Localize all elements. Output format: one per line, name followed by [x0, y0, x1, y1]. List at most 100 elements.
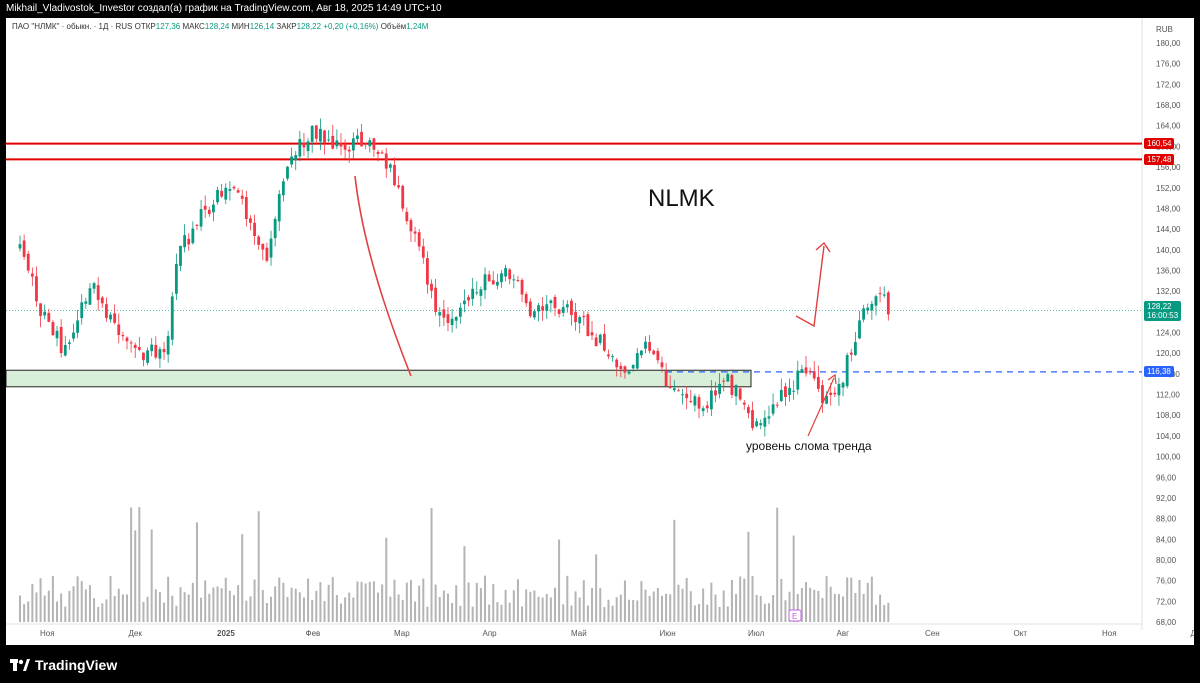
volume-bar: [660, 595, 663, 622]
volume-bar: [603, 607, 606, 622]
candle-body: [100, 297, 104, 304]
price-chart[interactable]: RUB180,00176,00172,00168,00164,00160,001…: [6, 18, 1194, 645]
volume-bar: [459, 605, 462, 622]
candle-body: [862, 308, 866, 320]
volume-bar: [208, 593, 211, 622]
volume-bar: [846, 577, 849, 622]
volume-bar: [759, 595, 762, 622]
candle-body: [269, 238, 273, 258]
candle-body: [113, 313, 117, 323]
candle-body: [590, 332, 594, 336]
volume-bar: [64, 606, 67, 622]
volume-bar: [504, 589, 507, 622]
volume-bar: [319, 582, 322, 622]
volume-bar: [866, 582, 869, 622]
x-tick-label: Июн: [660, 629, 676, 638]
volume-bar: [385, 537, 388, 622]
candle-body: [512, 279, 516, 281]
x-tick-label: Ноя: [40, 629, 55, 638]
volume-bar: [146, 596, 149, 622]
volume-bar: [282, 582, 285, 622]
volume-bar: [43, 595, 46, 622]
candle-body: [203, 205, 207, 210]
y-tick-label: 88,00: [1156, 515, 1177, 524]
candle-body: [722, 380, 726, 382]
candle-body: [207, 209, 211, 214]
chart-title: NLMK: [648, 185, 715, 212]
candle-body: [438, 312, 442, 316]
candle-body: [191, 228, 195, 244]
candle-body: [257, 236, 261, 245]
candle-body: [121, 335, 125, 337]
candle-body: [302, 142, 306, 148]
candle-body: [816, 376, 820, 389]
volume-bar: [409, 580, 412, 622]
candle-body: [853, 342, 857, 355]
candle-body: [623, 366, 627, 373]
candle-body: [718, 383, 721, 394]
candle-body: [504, 267, 507, 277]
candle-body: [487, 274, 491, 282]
candle-body: [277, 194, 281, 222]
volume-bar: [35, 592, 38, 622]
volume-bar: [574, 591, 577, 622]
open-label: ОТКР: [134, 22, 156, 31]
volume-bar: [323, 601, 326, 622]
volume-bar: [204, 580, 207, 622]
volume-bar: [51, 576, 54, 622]
close-value: 128,22: [296, 22, 322, 31]
volume-bar: [735, 594, 738, 622]
volume-bar: [134, 530, 137, 622]
volume-bar: [669, 594, 672, 622]
candle-body: [26, 253, 30, 271]
candle-body: [290, 156, 294, 165]
change-value: +0,20 (+0,16%): [323, 22, 379, 31]
candle-body: [454, 316, 458, 321]
volume-bar: [636, 600, 639, 622]
candle-body: [216, 189, 219, 203]
volume-bar: [228, 590, 231, 622]
volume-bar: [360, 581, 363, 622]
candle-body: [524, 294, 528, 304]
candle-body: [615, 359, 619, 368]
volume-bar: [356, 581, 359, 622]
volume-bar: [121, 594, 124, 622]
candle-body: [458, 307, 462, 317]
candle-body: [784, 386, 787, 398]
volume-bar: [743, 578, 746, 622]
candle-body: [323, 130, 326, 144]
candle-body: [183, 235, 187, 248]
volume-bar: [183, 592, 186, 622]
candle-body: [882, 294, 886, 296]
chart-panel[interactable]: RUB180,00176,00172,00168,00164,00160,001…: [6, 18, 1194, 645]
volume-bar: [558, 539, 561, 622]
label-arrow: [807, 377, 835, 437]
candle-body: [825, 395, 828, 404]
volume-bar: [747, 531, 750, 622]
candle-body: [335, 140, 339, 147]
candle-body: [273, 218, 277, 239]
candle-body: [866, 307, 870, 311]
volume-bar: [623, 580, 626, 622]
tradingview-logo[interactable]: TradingView: [10, 657, 117, 673]
candle-body: [409, 220, 413, 232]
candle-body: [80, 302, 84, 319]
volume-bar: [809, 587, 812, 622]
candle-body: [586, 314, 590, 337]
volume-bar: [19, 595, 21, 622]
resistance-high-tag: 160,54: [1144, 138, 1175, 150]
volume-bar: [874, 604, 877, 622]
volume-bar: [278, 577, 281, 622]
y-tick-label: 132,00: [1156, 287, 1181, 296]
volume-bar: [150, 529, 153, 622]
candle-body: [730, 375, 734, 395]
candle-body: [261, 243, 265, 250]
candle-body: [804, 367, 808, 374]
symbol-name[interactable]: ПАО "НЛМК" · обыкн. · 1Д · RUS: [12, 22, 133, 31]
candle-body: [812, 371, 816, 379]
candle-body: [343, 143, 347, 150]
candle-body: [520, 279, 524, 295]
candle-body: [870, 303, 874, 311]
volume-bar: [829, 586, 832, 622]
candle-body: [471, 288, 475, 299]
